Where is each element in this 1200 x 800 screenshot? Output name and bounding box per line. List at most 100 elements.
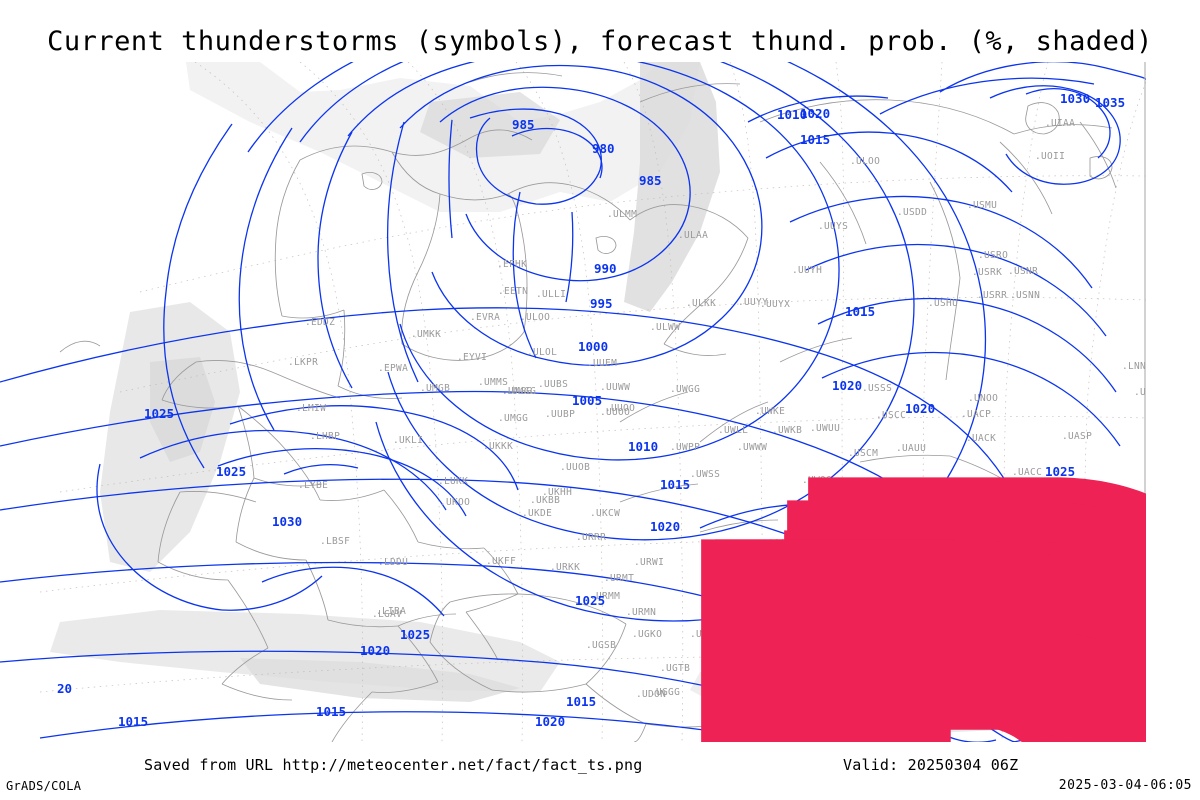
isobar-label: 1015 (845, 304, 876, 319)
isobar-label: 1015 (660, 477, 691, 492)
station-label: .USNN (1010, 290, 1041, 301)
generation-timestamp: 2025-03-04-06:05 (1058, 778, 1192, 793)
station-label: .UOII (1035, 151, 1066, 162)
isobar-label: 1020 (800, 106, 831, 121)
isobar-label: 1010 (628, 439, 659, 454)
isobar-label: 1015 (566, 694, 597, 709)
station-label: .URKK (550, 562, 581, 573)
station-label: .USRR (977, 290, 1008, 301)
station-label: .URMM (590, 591, 621, 602)
station-label: .UKKK (483, 441, 514, 452)
thunderstorm-symbol (478, 445, 1146, 742)
station-label: .USHU (928, 298, 959, 309)
station-label: .UNOO (968, 393, 999, 404)
grads-cola-credit: GrADS/COLA (6, 779, 82, 793)
isobar-label: 1010 (777, 107, 808, 122)
station-label: .UUBP (545, 409, 576, 420)
station-label: .EDDZ (305, 317, 336, 328)
station-label: .UUGG (506, 386, 537, 397)
isobar-label: 995 (590, 296, 613, 311)
station-label: .UNBB (1134, 387, 1146, 398)
thunderstorm-symbol (391, 591, 1146, 742)
station-label: .UWPP (670, 442, 701, 453)
station-label: .USRK (972, 267, 1003, 278)
saved-from-url-text: Saved from URL http://meteocenter.net/fa… (144, 756, 643, 774)
isobar-label: 985 (639, 173, 662, 188)
station-label: .USSS (862, 383, 893, 394)
station-label: .UACC (1012, 467, 1043, 478)
station-label: .UUOO (605, 403, 636, 414)
station-label: .UUOO (600, 407, 631, 418)
station-label: .UWWW (737, 442, 768, 453)
isobar-label: 1020 (360, 643, 391, 658)
station-label: .USNR (1008, 266, 1039, 277)
station-label: .UWUU (810, 423, 841, 434)
isobar-label: 20 (57, 681, 73, 696)
valid-time-text: Valid: 20250304 06Z (843, 756, 1019, 774)
station-label: .UUYH (792, 265, 823, 276)
page-title: Current thunderstorms (symbols), forecas… (47, 26, 1153, 57)
isobar-label: 1015 (800, 132, 831, 147)
station-label: .UGKO (632, 629, 663, 640)
isobar-label: 1020 (832, 378, 863, 393)
isobar-label: 1030 (1060, 91, 1091, 106)
station-label: .UWKE (755, 406, 786, 417)
station-label: .UGGG (650, 687, 681, 698)
isobar-label: 980 (592, 141, 615, 156)
station-label: .EYVI (457, 352, 488, 363)
station-label: .UUYX (760, 299, 791, 310)
station-label: .URWI (634, 557, 665, 568)
station-label: .LNNT (1122, 361, 1146, 372)
station-label: .UUOB (560, 462, 591, 473)
station-label: .UUWW (600, 382, 631, 393)
station-label: .UGTB (660, 663, 691, 674)
station-label: .EPWA (378, 363, 409, 374)
station-label: .UKCW (590, 508, 621, 519)
station-label: .UACP (961, 409, 992, 420)
station-label: .LDDU (378, 557, 409, 568)
thunderstorm-symbol (447, 597, 1146, 742)
station-label: .UKFF (486, 556, 517, 567)
isobar-label: 1020 (535, 714, 566, 729)
station-label: .LMIW (296, 403, 327, 414)
station-label: .USCM (848, 448, 879, 459)
station-label: .UMGB (420, 383, 451, 394)
isobar-label: 1005 (572, 393, 603, 408)
station-label: .LHBP (310, 431, 341, 442)
isobar-label: 1035 (1095, 95, 1126, 110)
isobar-label: 1020 (905, 401, 936, 416)
station-label: .LKPR (288, 357, 319, 368)
station-label: .UMGG (498, 413, 529, 424)
station-label: .ULKK (686, 298, 717, 309)
station-label: .ULOO (520, 312, 551, 323)
station-label: .UKBB (530, 495, 561, 506)
station-label: .EVRA (470, 312, 501, 323)
station-label: .ULLI (536, 289, 567, 300)
station-label: .UACK (966, 433, 997, 444)
station-label: .UKLI (393, 435, 424, 446)
station-label: .USMU (967, 200, 998, 211)
station-label: .UIAA (1045, 118, 1076, 129)
station-label: .UMGG (502, 386, 533, 397)
isobar-label: 990 (594, 261, 617, 276)
station-label: .ULOO (850, 156, 881, 167)
footer-line: Saved from URL http://meteocenter.net/fa… (0, 753, 1200, 777)
station-label: .UGSB (586, 640, 617, 651)
station-label: .UMMS (478, 377, 509, 388)
station-label: .UWLL (718, 425, 749, 436)
isobar-label: 1030 (272, 514, 303, 529)
isobar-label: 1025 (400, 627, 431, 642)
isobar-label: 1015 (118, 714, 149, 729)
isobar-label: 1025 (1045, 464, 1076, 479)
station-label: .UDON (636, 689, 667, 700)
map-plot-area[interactable]: .EFHK .ULMM .ULAA .EETN .ULLI .ULKK .UUYY .USHU… (0, 62, 1146, 742)
station-label: .ULMM (607, 209, 638, 220)
station-label: .LUKK (438, 476, 469, 487)
station-label: .UKDE (522, 508, 553, 519)
station-label: .UUYY (738, 297, 769, 308)
station-label: .UWGG (670, 384, 701, 395)
station-label: .UUYS (818, 221, 849, 232)
station-label: .UUEM (587, 358, 618, 369)
station-label: .UWKB (772, 425, 803, 436)
isobar-label: 1025 (144, 406, 175, 421)
